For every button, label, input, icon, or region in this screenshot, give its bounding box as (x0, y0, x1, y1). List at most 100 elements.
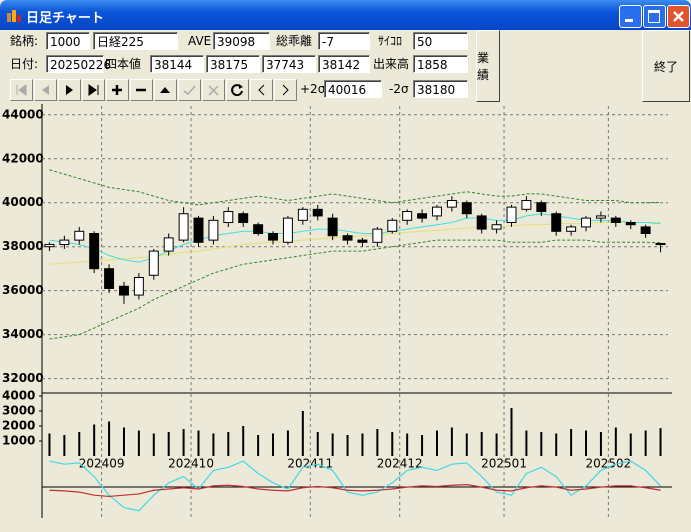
name-field[interactable]: 日経225 (93, 32, 178, 50)
label: AVE (188, 34, 212, 48)
volume-bar (346, 435, 349, 456)
volume-bar (465, 433, 468, 456)
y-tick-label: 42000 (2, 151, 44, 165)
title-bar: 日足チャート (0, 0, 691, 30)
volume-bar (450, 427, 453, 456)
scroll-right-button[interactable] (274, 79, 297, 101)
volume-bar (212, 433, 215, 456)
candle-body (357, 239, 368, 243)
candle-body (476, 215, 487, 230)
volume-bar (316, 432, 319, 456)
y-tick-label: 36000 (2, 283, 44, 297)
plus2s-field[interactable]: 40016 (324, 80, 382, 98)
volume-bar (555, 433, 558, 456)
label: 日付: (10, 57, 39, 71)
volume-bar (108, 421, 111, 456)
y-tick-label: 3000 (2, 404, 35, 418)
label: 四本値 (105, 57, 142, 71)
candle-body (461, 202, 472, 215)
label: -2σ (389, 82, 409, 96)
oscillator-line (49, 484, 661, 498)
volume-bar (361, 433, 364, 456)
candle-body (178, 213, 189, 241)
candle-body (223, 211, 234, 224)
x-tick-label: 202409 (79, 457, 125, 471)
candle-body (148, 250, 159, 276)
candle-body (506, 206, 517, 224)
ave-field[interactable]: 39098 (213, 32, 270, 50)
first-button[interactable] (10, 79, 33, 101)
volume-bar (122, 427, 125, 456)
next-button[interactable] (58, 79, 81, 101)
code-field[interactable]: 1000 (46, 32, 90, 50)
candle-body (551, 213, 562, 232)
candle-body (119, 285, 129, 296)
candle-body (372, 228, 383, 243)
volume-bar (510, 408, 513, 456)
minimize-button[interactable] (619, 5, 642, 28)
candle-body (44, 244, 55, 248)
last-button[interactable] (82, 79, 105, 101)
y-tick-label: 40000 (2, 195, 44, 209)
y-tick-label: 1000 (2, 434, 35, 448)
y-tick-label: 2000 (2, 419, 35, 433)
volume-bar (257, 435, 260, 456)
indicator-line (49, 239, 661, 340)
volume-bar (137, 430, 140, 456)
scroll-left-button[interactable] (250, 79, 273, 101)
candle-body (208, 219, 219, 241)
candle-body (581, 217, 591, 228)
deviation-field[interactable]: -7 (318, 32, 370, 50)
candle-body (312, 208, 323, 217)
label: 総乖離 (276, 34, 313, 48)
high-field[interactable]: 38175 (206, 55, 260, 73)
exit-button[interactable]: 終了 (642, 30, 690, 102)
candle-body (253, 224, 264, 235)
label: +2σ (300, 82, 326, 96)
candle-body (163, 237, 174, 252)
volume-bar (629, 433, 632, 456)
volume-bar (48, 433, 51, 456)
oscillator-line (49, 460, 661, 512)
volume-bar (644, 430, 647, 456)
remove-button[interactable] (130, 79, 153, 101)
cancel-button[interactable] (202, 79, 225, 101)
prev-button[interactable] (34, 79, 57, 101)
candle-body (536, 202, 547, 213)
volume-bar (570, 429, 573, 456)
candle-body (402, 211, 413, 221)
check-button[interactable] (178, 79, 201, 101)
x-tick-label: 202410 (168, 457, 214, 471)
candle-body (238, 213, 249, 224)
volume-bar (480, 432, 483, 456)
candle-body (566, 226, 577, 232)
volume-bar (152, 433, 155, 456)
volume-field[interactable]: 1858 (413, 55, 468, 73)
candle-body (655, 243, 666, 246)
candle-body (327, 217, 338, 237)
close-field[interactable]: 38142 (318, 55, 370, 73)
candle-body (432, 206, 442, 217)
candle-body (133, 276, 144, 296)
results-button[interactable]: 業績 (476, 30, 500, 102)
y-tick-label: 4000 (2, 389, 35, 403)
add-button[interactable] (106, 79, 129, 101)
close-button[interactable] (667, 5, 690, 28)
open-field[interactable]: 38144 (150, 55, 204, 73)
candle-body (297, 208, 308, 221)
candle-body (89, 233, 100, 270)
refresh-button[interactable] (226, 79, 249, 101)
minus2s-field[interactable]: 38180 (413, 80, 468, 98)
volume-bar (525, 430, 528, 456)
date-field[interactable]: 20250226 (46, 55, 111, 73)
maximize-button[interactable] (643, 5, 666, 28)
volume-bar (182, 429, 185, 456)
up-button[interactable] (154, 79, 177, 101)
candle-body (446, 200, 457, 208)
volume-bar (376, 429, 379, 456)
volume-bar (93, 424, 96, 456)
low-field[interactable]: 37743 (262, 55, 316, 73)
dice-field[interactable]: 50 (413, 32, 468, 50)
